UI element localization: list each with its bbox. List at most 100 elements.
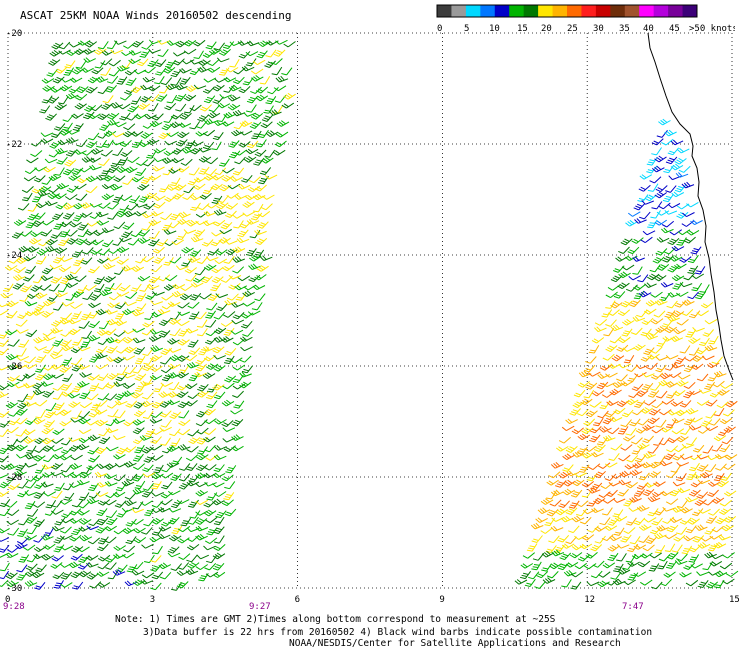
wind-barb bbox=[598, 462, 611, 469]
wind-barb bbox=[132, 453, 144, 462]
wind-barb bbox=[672, 481, 686, 487]
wind-barb bbox=[192, 276, 206, 283]
wind-barb bbox=[203, 95, 216, 104]
wind-barb bbox=[232, 246, 246, 253]
wind-barb bbox=[122, 355, 136, 361]
wind-barb bbox=[51, 364, 64, 370]
wind-barb bbox=[662, 194, 674, 203]
wind-barb bbox=[110, 282, 122, 291]
wind-barb bbox=[640, 552, 653, 559]
wind-barb bbox=[51, 373, 65, 379]
wind-barb bbox=[142, 347, 154, 356]
wind-barb bbox=[6, 580, 19, 588]
wind-barb bbox=[113, 545, 126, 551]
wind-barb bbox=[584, 563, 597, 570]
wind-barb bbox=[113, 381, 126, 387]
wind-barb bbox=[142, 320, 155, 328]
wind-barb bbox=[555, 508, 568, 516]
wind-barb bbox=[97, 257, 110, 264]
wind-barb bbox=[97, 337, 110, 346]
wind-barb bbox=[161, 464, 173, 473]
wind-barb bbox=[609, 388, 622, 396]
wind-barb bbox=[104, 499, 117, 506]
wind-barb bbox=[579, 516, 592, 525]
wind-barb bbox=[661, 220, 675, 228]
wind-barb bbox=[172, 148, 185, 155]
wind-barb bbox=[158, 318, 171, 327]
wind-barb bbox=[45, 238, 58, 246]
wind-barb bbox=[121, 390, 135, 397]
wind-barb bbox=[65, 149, 78, 157]
wind-barb bbox=[43, 364, 56, 371]
wind-barb bbox=[133, 410, 147, 418]
wind-barb bbox=[665, 560, 677, 569]
wind-barb bbox=[589, 401, 602, 408]
wind-barb bbox=[213, 354, 226, 360]
wind-barb bbox=[160, 77, 173, 86]
wind-barb bbox=[188, 311, 200, 320]
wind-barb bbox=[682, 212, 695, 218]
wind-barb bbox=[230, 176, 243, 182]
wind-barb bbox=[49, 264, 63, 270]
wind-barb bbox=[217, 102, 231, 109]
wind-barb bbox=[32, 275, 44, 284]
wind-barb bbox=[162, 445, 174, 454]
wind-barb bbox=[195, 489, 208, 497]
wind-barb bbox=[131, 518, 144, 525]
wind-barb bbox=[256, 265, 269, 272]
wind-barb bbox=[193, 183, 206, 190]
wind-barb bbox=[84, 40, 98, 48]
wind-barb bbox=[187, 516, 199, 525]
wind-barb bbox=[654, 544, 666, 554]
colorbar-swatch bbox=[639, 5, 655, 17]
wind-barb bbox=[275, 131, 289, 138]
wind-barb bbox=[106, 356, 119, 362]
wind-barb bbox=[530, 522, 544, 530]
wind-barb bbox=[68, 318, 81, 325]
wind-barb bbox=[60, 329, 73, 337]
wind-barb bbox=[563, 479, 576, 487]
wind-barb bbox=[59, 317, 73, 325]
wind-barb bbox=[144, 311, 155, 320]
wind-barb bbox=[642, 424, 655, 431]
wind-barb bbox=[260, 121, 273, 129]
wind-barb bbox=[725, 400, 738, 408]
wind-barb bbox=[136, 159, 149, 166]
wind-barb bbox=[0, 508, 11, 517]
wind-barb bbox=[672, 506, 685, 513]
wind-barb bbox=[632, 256, 645, 262]
wind-barb bbox=[263, 105, 274, 114]
wind-barb bbox=[59, 534, 73, 540]
wind-barb bbox=[208, 104, 221, 113]
wind-barb bbox=[130, 130, 144, 137]
wind-barb bbox=[165, 59, 176, 68]
wind-barb bbox=[613, 291, 626, 299]
wind-barb bbox=[197, 66, 210, 73]
wind-barb bbox=[224, 355, 235, 365]
wind-barb bbox=[697, 580, 709, 588]
wind-barb bbox=[719, 508, 732, 515]
wind-barb bbox=[649, 264, 661, 273]
wind-barb bbox=[179, 293, 193, 301]
wind-barb bbox=[42, 445, 55, 452]
wind-barb bbox=[148, 276, 161, 284]
wind-barb bbox=[116, 258, 129, 265]
wind-barb bbox=[204, 509, 217, 517]
wind-barb bbox=[79, 372, 92, 378]
wind-barb bbox=[143, 202, 156, 210]
wind-barb bbox=[281, 67, 293, 76]
wind-barb bbox=[583, 389, 595, 399]
wind-barb bbox=[204, 444, 216, 453]
wind-barb bbox=[80, 257, 93, 265]
wind-barb bbox=[187, 256, 201, 263]
wind-barb bbox=[180, 285, 193, 292]
wind-barb bbox=[128, 50, 142, 56]
wind-barb bbox=[33, 535, 45, 543]
wind-barb bbox=[168, 168, 181, 174]
wind-barb bbox=[617, 426, 629, 435]
wind-barb bbox=[234, 149, 247, 156]
wind-barb bbox=[520, 563, 534, 569]
wind-barb bbox=[154, 76, 165, 85]
wind-barb bbox=[23, 401, 37, 407]
wind-barb bbox=[669, 255, 683, 262]
